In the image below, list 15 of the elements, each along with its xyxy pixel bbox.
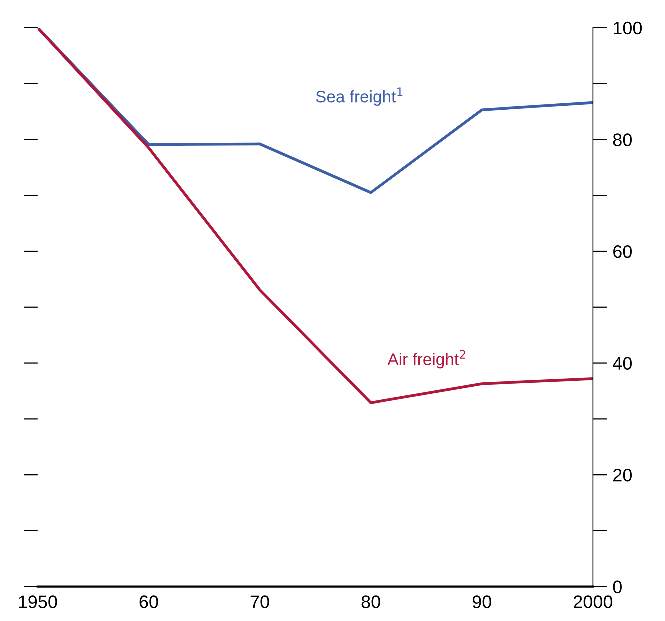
y-tick-label: 20: [614, 469, 632, 482]
x-tick-label: 60: [140, 596, 158, 608]
y-tick-label: 0: [613, 580, 622, 594]
y-tick-label: 100: [614, 22, 642, 35]
y-tick-label: 60: [614, 245, 632, 258]
x-tick-label: 90: [472, 596, 492, 608]
x-tick-label: 80: [362, 596, 380, 608]
line-series: [38, 28, 594, 404]
y-tick-label: 40: [613, 357, 632, 370]
series-label: Air freight$^{2}$: [388, 350, 466, 369]
x-tick-label: 2000: [574, 596, 613, 608]
x-tick-label: 70: [250, 596, 270, 608]
x-tick-label: 1950: [19, 596, 58, 608]
text: Sea freight$^{1}$: [316, 88, 403, 106]
y-tick-label: 80: [613, 134, 632, 146]
